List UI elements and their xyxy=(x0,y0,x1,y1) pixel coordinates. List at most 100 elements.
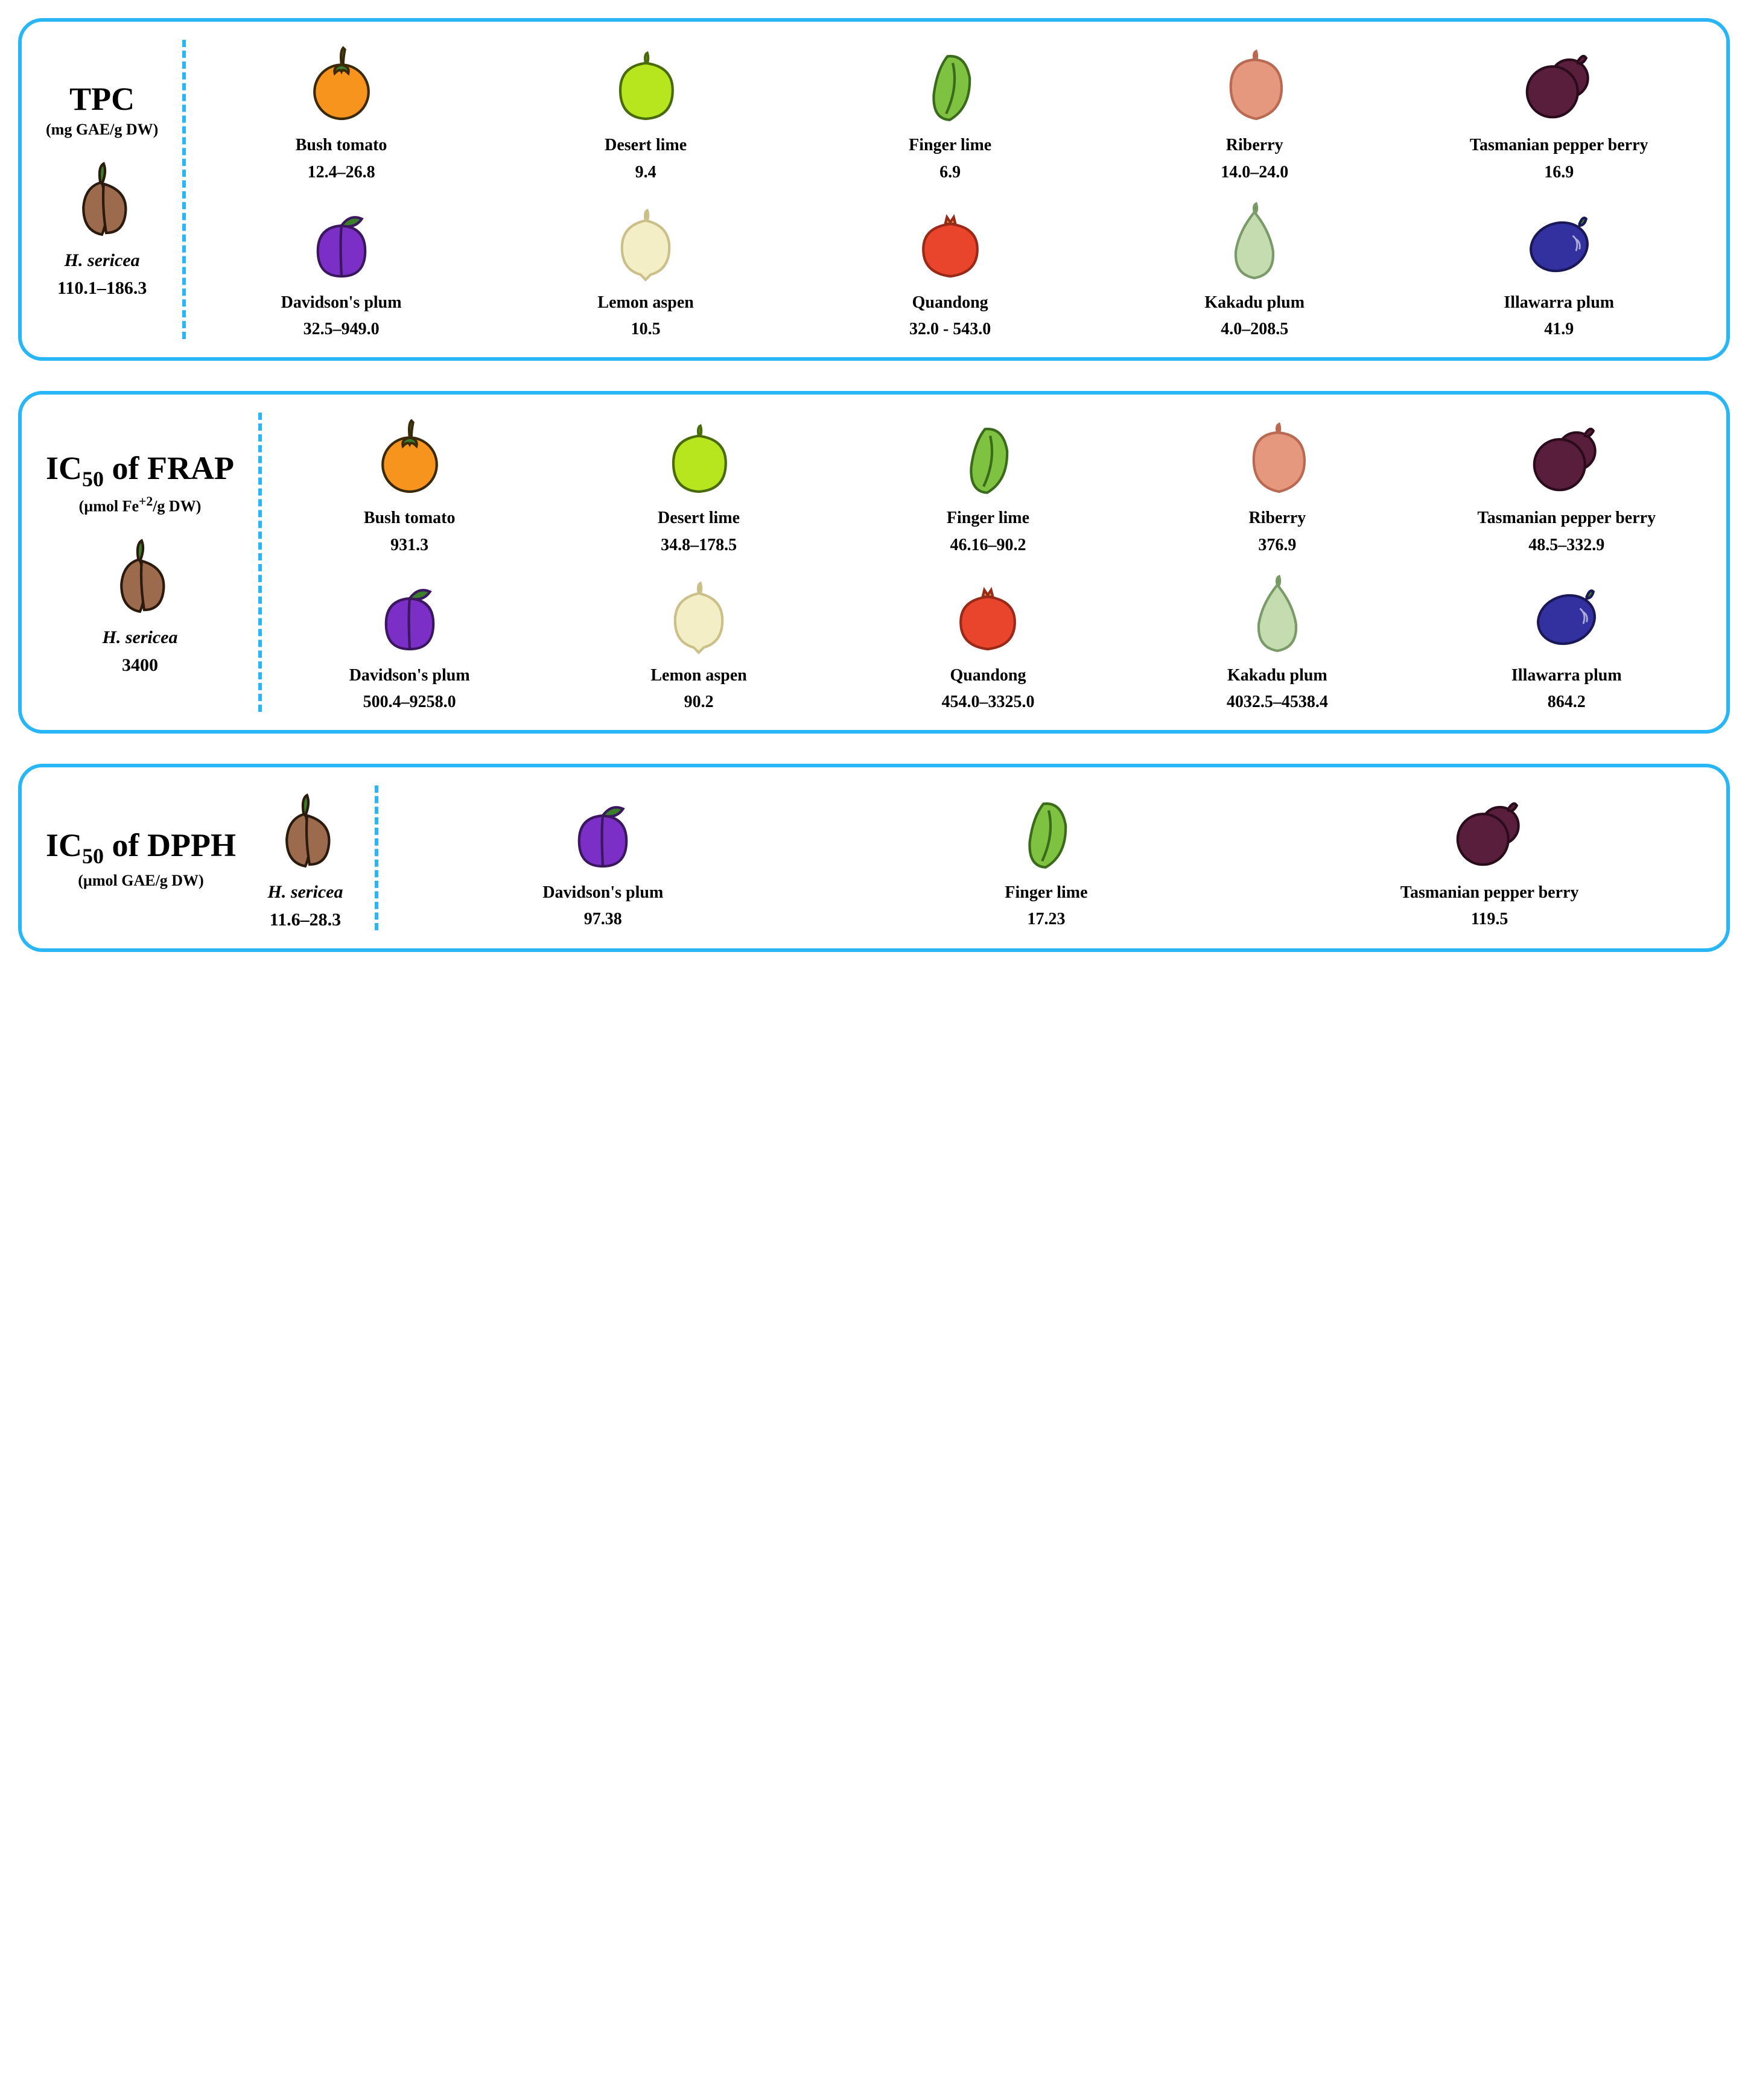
panel-dpph-grid: Davidson's plum 97.38 Finger lime 17.23 … xyxy=(390,787,1702,930)
fruit-cell-davidson: Davidson's plum 97.38 xyxy=(390,787,816,930)
fruit-cell-riberry: Riberry 376.9 xyxy=(1142,413,1413,555)
desertlime-icon xyxy=(653,413,744,503)
fruit-cell-riberry: Riberry 14.0–24.0 xyxy=(1111,40,1398,182)
panel-tpc-title: TPC xyxy=(46,80,158,118)
fruit-cell-lemonaspen: Lemon aspen 10.5 xyxy=(503,197,789,340)
davidson-icon xyxy=(364,570,455,661)
fruit-name: Kakadu plum xyxy=(1204,293,1305,313)
fingerlime-icon xyxy=(942,413,1033,503)
panel-dpph-title-sub: 50 xyxy=(82,844,104,868)
fruit-value: 4032.5–4538.4 xyxy=(1227,693,1328,712)
fruit-name: Bush tomato xyxy=(364,508,456,528)
desertlime-icon xyxy=(600,40,691,130)
fruit-cell-bushtomato: Bush tomato 931.3 xyxy=(274,413,545,555)
davidson-icon xyxy=(558,787,648,878)
fruit-name: Desert lime xyxy=(658,508,740,528)
fruit-cell-fingerlime: Finger lime 6.9 xyxy=(807,40,1093,182)
fruit-cell-illawarra: Illawarra plum 864.2 xyxy=(1431,570,1702,712)
fruit-name: Riberry xyxy=(1248,508,1306,528)
panel-frap: IC50 of FRAP (µmol Fe+2/g DW) H. sericea… xyxy=(18,391,1730,734)
fruit-name: Lemon aspen xyxy=(597,293,693,313)
fruit-value: 454.0–3325.0 xyxy=(941,693,1034,712)
panel-tpc-reference-name: H. sericea xyxy=(57,250,147,271)
panel-dpph-left: IC50 of DPPH (µmol GAE/g DW) H. sericea … xyxy=(46,785,363,930)
panel-dpph-divider xyxy=(375,785,378,930)
fruit-cell-lemonaspen: Lemon aspen 90.2 xyxy=(563,570,834,712)
panel-tpc-grid: Bush tomato 12.4–26.8 Desert lime 9.4 Fi… xyxy=(198,40,1702,339)
panel-dpph-title-after: of DPPH xyxy=(104,827,236,863)
panel-tpc: TPC (mg GAE/g DW) H. sericea 110.1–186.3… xyxy=(18,18,1730,361)
fruit-name: Riberry xyxy=(1226,135,1283,156)
panel-dpph-reference: H. sericea 11.6–28.3 xyxy=(260,785,351,930)
fruit-value: 6.9 xyxy=(939,163,961,182)
fruit-cell-quandong: Quandong 32.0 - 543.0 xyxy=(807,197,1093,340)
bushtomato-icon xyxy=(364,413,455,503)
fruit-value: 46.16–90.2 xyxy=(950,536,1026,555)
panel-tpc-reference-value: 110.1–186.3 xyxy=(57,278,147,299)
fruit-value: 12.4–26.8 xyxy=(308,163,375,182)
fruit-cell-illawarra: Illawarra plum 41.9 xyxy=(1416,197,1702,340)
fruit-cell-pepperberry: Tasmanian pepper berry 119.5 xyxy=(1277,787,1702,930)
fruit-cell-bushtomato: Bush tomato 12.4–26.8 xyxy=(198,40,485,182)
panel-dpph-title-block: IC50 of DPPH (µmol GAE/g DW) xyxy=(46,826,236,890)
panel-frap-left: IC50 of FRAP (µmol Fe+2/g DW) H. sericea… xyxy=(46,449,246,676)
fruit-name: Desert lime xyxy=(605,135,687,156)
fruit-value: 97.38 xyxy=(584,910,622,929)
hsericea-icon xyxy=(57,154,147,244)
fruit-value: 90.2 xyxy=(684,693,714,712)
kakadu-icon xyxy=(1232,570,1323,661)
kakadu-icon xyxy=(1209,197,1300,288)
fingerlime-icon xyxy=(1001,787,1092,878)
panel-frap-grid: Bush tomato 931.3 Desert lime 34.8–178.5… xyxy=(274,413,1702,712)
fruit-value: 10.5 xyxy=(631,320,661,339)
fruit-name: Tasmanian pepper berry xyxy=(1477,508,1656,528)
quandong-icon xyxy=(905,197,996,288)
fruit-name: Quandong xyxy=(912,293,988,313)
bushtomato-icon xyxy=(296,40,387,130)
fruit-value: 16.9 xyxy=(1544,163,1574,182)
fruit-cell-davidson: Davidson's plum 500.4–9258.0 xyxy=(274,570,545,712)
fruit-cell-desertlime: Desert lime 34.8–178.5 xyxy=(563,413,834,555)
fingerlime-icon xyxy=(905,40,996,130)
panel-frap-reference-value: 3400 xyxy=(95,655,185,676)
panel-tpc-divider xyxy=(182,40,186,339)
pepperberry-icon xyxy=(1521,413,1612,503)
fruit-cell-davidson: Davidson's plum 32.5–949.0 xyxy=(198,197,485,340)
fruit-value: 34.8–178.5 xyxy=(661,536,737,555)
fruit-name: Davidson's plum xyxy=(349,665,470,686)
fruit-name: Finger lime xyxy=(909,135,991,156)
panel-frap-title-after: of FRAP xyxy=(104,450,234,486)
fruit-name: Davidson's plum xyxy=(281,293,402,313)
panel-tpc-left: TPC (mg GAE/g DW) H. sericea 110.1–186.3 xyxy=(46,80,170,299)
panel-dpph-title: IC50 of DPPH xyxy=(46,826,236,869)
fruit-name: Tasmanian pepper berry xyxy=(1400,883,1579,903)
panel-frap-subtitle: (µmol Fe+2/g DW) xyxy=(46,494,234,516)
fruit-name: Bush tomato xyxy=(296,135,387,156)
panel-frap-title: IC50 of FRAP xyxy=(46,449,234,492)
lemonaspen-icon xyxy=(653,570,744,661)
fruit-name: Quandong xyxy=(950,665,1026,686)
pepperberry-icon xyxy=(1444,787,1535,878)
davidson-icon xyxy=(296,197,387,288)
illawarra-icon xyxy=(1521,570,1612,661)
fruit-name: Finger lime xyxy=(947,508,1029,528)
fruit-name: Kakadu plum xyxy=(1227,665,1327,686)
panel-dpph-reference-name: H. sericea xyxy=(260,882,351,902)
fruit-value: 32.5–949.0 xyxy=(304,320,380,339)
fruit-name: Lemon aspen xyxy=(650,665,746,686)
fruit-value: 4.0–208.5 xyxy=(1221,320,1288,339)
panel-frap-reference-name: H. sericea xyxy=(95,627,185,648)
fruit-value: 32.0 - 543.0 xyxy=(909,320,991,339)
panel-tpc-subtitle: (mg GAE/g DW) xyxy=(46,121,158,139)
panel-frap-title-main: IC xyxy=(46,450,82,486)
fruit-value: 48.5–332.9 xyxy=(1528,536,1604,555)
panel-frap-divider xyxy=(258,413,262,712)
panel-frap-reference: H. sericea 3400 xyxy=(95,531,185,676)
hsericea-icon xyxy=(95,531,185,621)
fruit-value: 931.3 xyxy=(390,536,428,555)
fruit-value: 14.0–24.0 xyxy=(1221,163,1288,182)
panel-frap-title-sub: 50 xyxy=(82,466,104,490)
panel-dpph-reference-value: 11.6–28.3 xyxy=(260,910,351,930)
panel-tpc-title-block: TPC (mg GAE/g DW) xyxy=(46,80,158,139)
fruit-cell-kakadu: Kakadu plum 4.0–208.5 xyxy=(1111,197,1398,340)
